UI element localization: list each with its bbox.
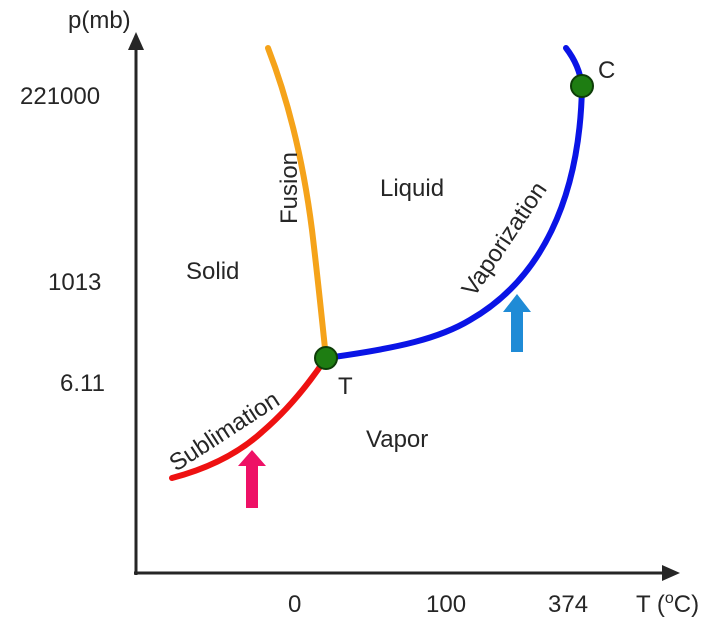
sublimation-curve xyxy=(169,355,329,481)
x-axis-label: T (oC) xyxy=(636,590,699,618)
vaporization-up-arrow xyxy=(503,294,531,352)
x-tick-label: 374 xyxy=(548,591,588,618)
y-axis-arrowhead xyxy=(128,32,144,50)
triple-point-label: T xyxy=(338,373,353,400)
solid-region-label: Solid xyxy=(186,258,239,285)
triple-point-marker xyxy=(314,346,338,370)
vapor-region-label: Vapor xyxy=(366,426,428,453)
y-tick-label: 221000 xyxy=(20,83,100,110)
x-tick-label: 0 xyxy=(288,591,301,618)
sublimation-up-arrow xyxy=(238,450,266,508)
critical-point-marker xyxy=(570,74,594,98)
fusion-curve-label: Fusion xyxy=(276,152,303,224)
vaporization-curve-label: Vaporization xyxy=(457,177,553,301)
y-tick-label: 6.11 xyxy=(60,370,105,397)
y-tick-label: 1013 xyxy=(48,269,101,296)
liquid-region-label: Liquid xyxy=(380,175,444,202)
x-axis-arrowhead xyxy=(662,565,680,581)
critical-point-label: C xyxy=(598,57,615,84)
fusion-curve xyxy=(265,45,329,361)
y-axis-label: p(mb) xyxy=(68,7,131,34)
x-tick-label: 100 xyxy=(426,591,466,618)
